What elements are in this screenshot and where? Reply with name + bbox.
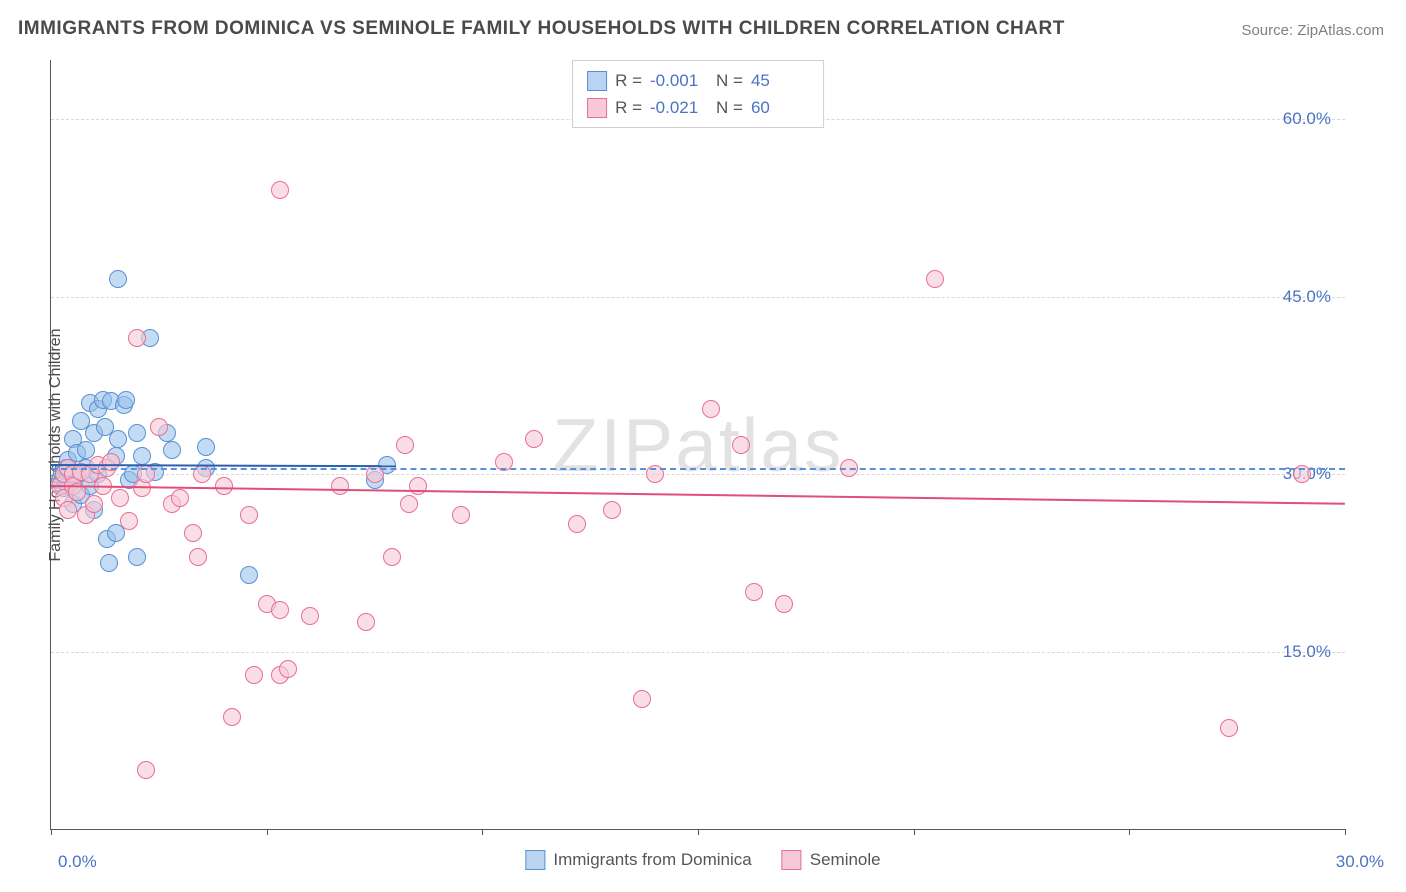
data-point [702, 400, 720, 418]
data-point [240, 506, 258, 524]
data-point [223, 708, 241, 726]
data-point [603, 501, 621, 519]
x-axis-min-label: 0.0% [58, 852, 97, 872]
data-point [396, 436, 414, 454]
legend-r-value: -0.001 [650, 67, 708, 94]
data-point [568, 515, 586, 533]
legend-n-label: N = [716, 94, 743, 121]
gridline [51, 297, 1345, 298]
y-tick-label: 15.0% [1283, 642, 1331, 662]
y-tick-label: 60.0% [1283, 109, 1331, 129]
data-point [128, 329, 146, 347]
legend-bottom: Immigrants from Dominica Seminole [515, 850, 890, 870]
legend-n-value: 45 [751, 67, 809, 94]
legend-item: Immigrants from Dominica [525, 850, 751, 870]
data-point [171, 489, 189, 507]
data-point [409, 477, 427, 495]
plot-area: Family Households with Children ZIPatlas… [50, 60, 1345, 830]
data-point [163, 441, 181, 459]
legend-n-label: N = [716, 67, 743, 94]
legend-label: Seminole [810, 850, 881, 870]
legend-row: R = -0.001 N = 45 [587, 67, 809, 94]
x-tick [51, 829, 52, 835]
data-point [301, 607, 319, 625]
data-point [109, 270, 127, 288]
source-label: Source: ZipAtlas.com [1241, 22, 1384, 39]
data-point [745, 583, 763, 601]
legend-swatch [525, 850, 545, 870]
legend-swatch [782, 850, 802, 870]
data-point [926, 270, 944, 288]
x-tick [1345, 829, 1346, 835]
data-point [150, 418, 168, 436]
legend-top: R = -0.001 N = 45 R = -0.021 N = 60 [572, 60, 824, 128]
data-point [245, 666, 263, 684]
data-point [128, 548, 146, 566]
legend-r-value: -0.021 [650, 94, 708, 121]
data-point [357, 613, 375, 631]
x-tick [698, 829, 699, 835]
data-point [128, 424, 146, 442]
data-point [120, 512, 138, 530]
legend-swatch [587, 98, 607, 118]
data-point [85, 495, 103, 513]
legend-r-label: R = [615, 94, 642, 121]
data-point [117, 391, 135, 409]
legend-item: Seminole [782, 850, 881, 870]
reference-line [51, 468, 1345, 470]
gridline [51, 474, 1345, 475]
data-point [109, 430, 127, 448]
data-point [184, 524, 202, 542]
legend-row: R = -0.021 N = 60 [587, 94, 809, 121]
data-point [452, 506, 470, 524]
x-axis-max-label: 30.0% [1336, 852, 1384, 872]
data-point [331, 477, 349, 495]
y-tick-label: 45.0% [1283, 287, 1331, 307]
data-point [775, 595, 793, 613]
data-point [271, 601, 289, 619]
data-point [100, 554, 118, 572]
chart-container: IMMIGRANTS FROM DOMINICA VS SEMINOLE FAM… [0, 0, 1406, 892]
data-point [400, 495, 418, 513]
legend-r-label: R = [615, 67, 642, 94]
gridline [51, 652, 1345, 653]
y-axis-label: Family Households with Children [47, 328, 65, 561]
x-tick [482, 829, 483, 835]
data-point [279, 660, 297, 678]
legend-label: Immigrants from Dominica [553, 850, 751, 870]
x-tick [267, 829, 268, 835]
x-tick [914, 829, 915, 835]
data-point [525, 430, 543, 448]
data-point [133, 447, 151, 465]
data-point [383, 548, 401, 566]
legend-n-value: 60 [751, 94, 809, 121]
data-point [197, 438, 215, 456]
data-point [111, 489, 129, 507]
legend-swatch [587, 71, 607, 91]
data-point [732, 436, 750, 454]
data-point [137, 761, 155, 779]
x-tick [1129, 829, 1130, 835]
data-point [215, 477, 233, 495]
chart-title: IMMIGRANTS FROM DOMINICA VS SEMINOLE FAM… [18, 18, 1065, 40]
data-point [240, 566, 258, 584]
data-point [271, 181, 289, 199]
data-point [1220, 719, 1238, 737]
trend-line [51, 485, 1345, 505]
data-point [189, 548, 207, 566]
data-point [59, 501, 77, 519]
data-point [633, 690, 651, 708]
